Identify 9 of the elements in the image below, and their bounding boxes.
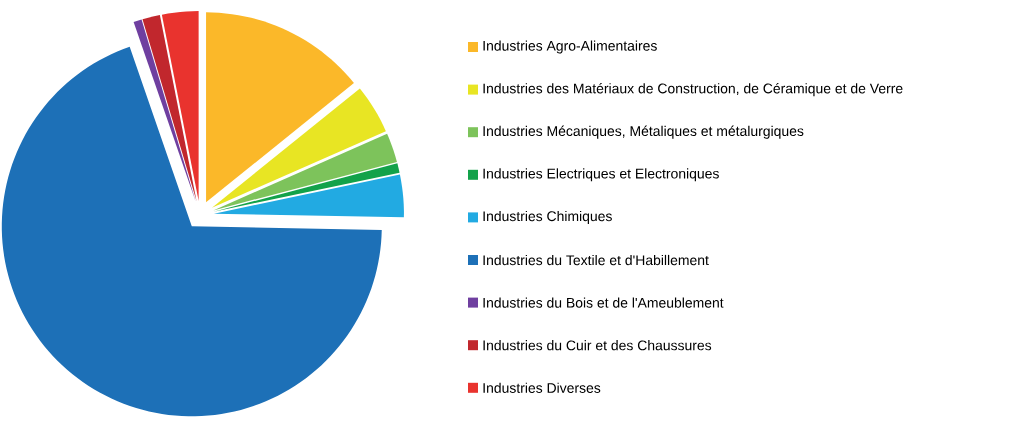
legend-label: Industries Agro-Alimentaires: [483, 40, 657, 54]
legend-label: Industries Electriques et Electroniques: [483, 168, 719, 182]
legend-label: Industries Diverses: [483, 382, 601, 393]
legend-label: Industries du Textile et d'Habillement: [483, 254, 709, 266]
legend-label: Industries Chimiques: [483, 210, 612, 224]
legend-label: Industries Mécaniques, Métaliques et métalurgiques: [483, 125, 804, 139]
legend-label: Industries du Cuir et des Chaussures: [483, 340, 712, 351]
legend-label: Industries du Bois et de l'Ameublement: [483, 297, 724, 308]
legend-label: Industries des Matériaux de Construction, de Céramique et de Verre: [483, 83, 903, 97]
